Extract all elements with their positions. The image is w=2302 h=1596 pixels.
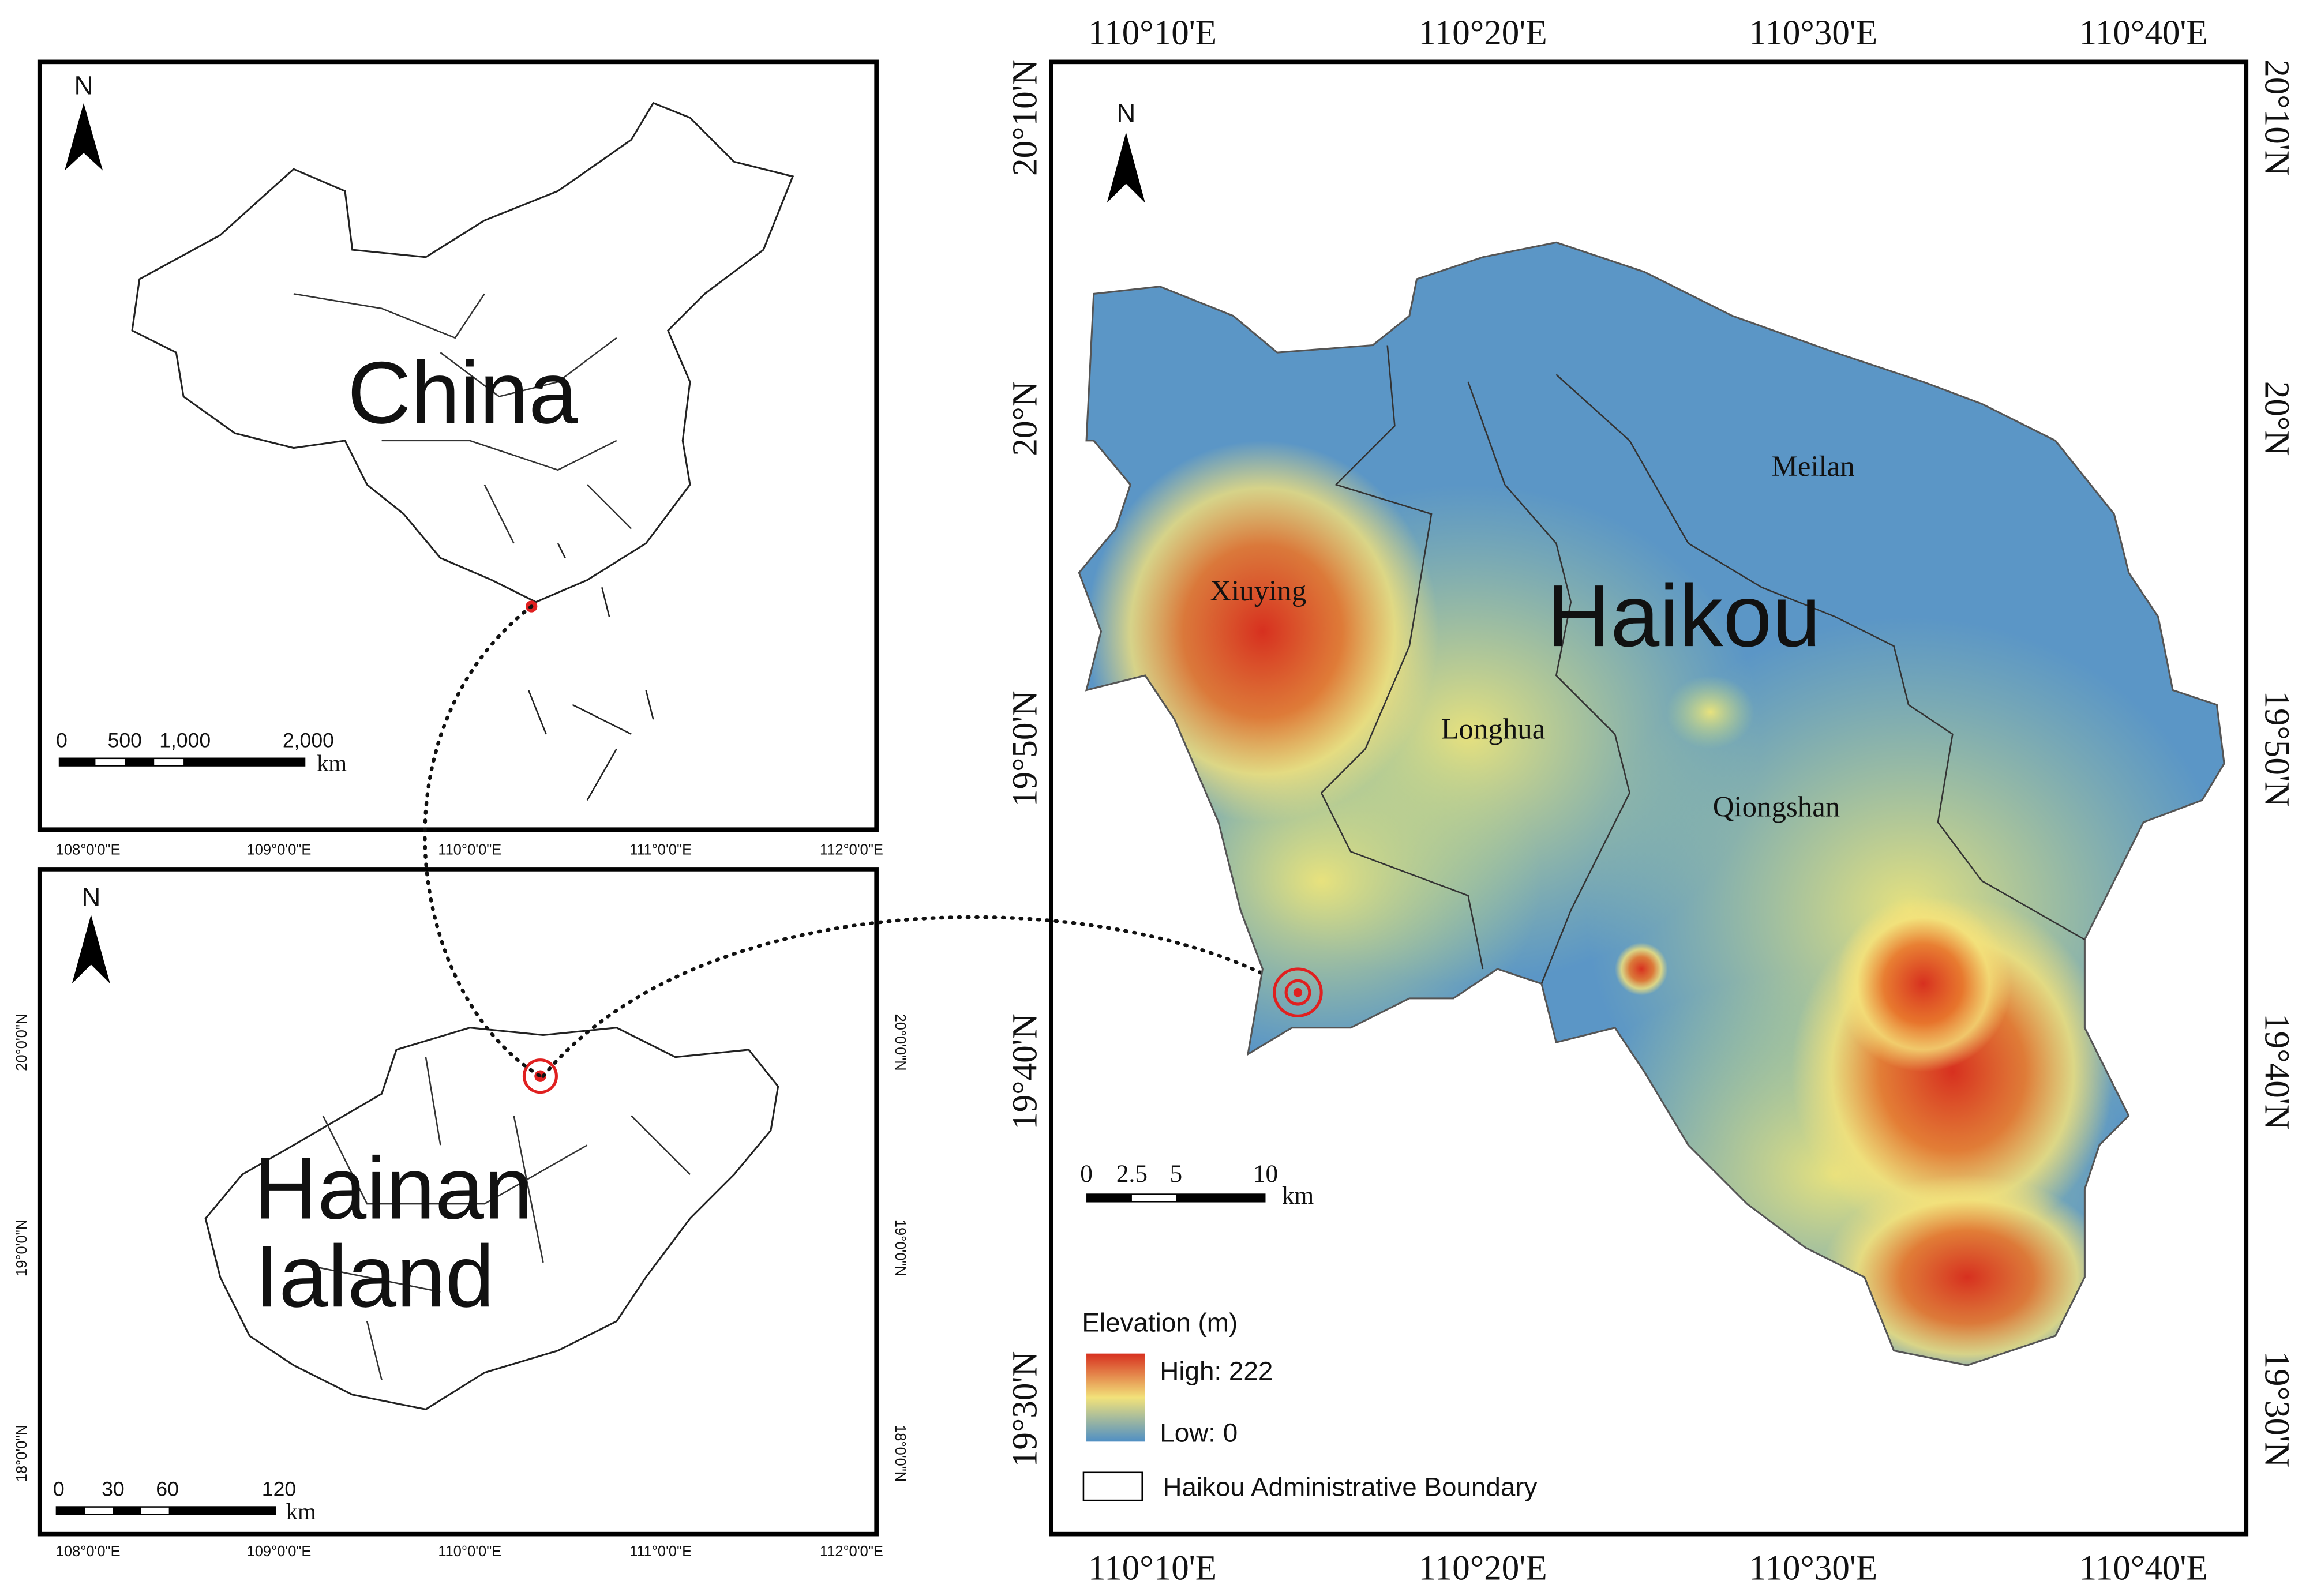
label: 20°10'N: [2257, 59, 2296, 176]
scale-bar: [55, 1506, 276, 1515]
label: 110°20'E: [1419, 14, 1547, 52]
label: 18°0'0"N: [14, 1425, 30, 1482]
haikou-frame: [1049, 59, 2249, 1537]
hainan-outline: [204, 1027, 779, 1410]
label: 19°0'0"N: [892, 1219, 908, 1276]
china-frame: [37, 59, 879, 832]
district-boundaries: [1320, 345, 2086, 984]
label: 112°0'0"E: [820, 842, 883, 858]
legend-high: High: 222: [1160, 1356, 1273, 1385]
label: 110°10'E: [1088, 1549, 1217, 1588]
hainan-frame: [37, 867, 879, 1537]
legend-title: Elevation (m): [1082, 1308, 1238, 1337]
label: 110°40'E: [2079, 14, 2208, 52]
label: 109°0'0"E: [247, 1544, 312, 1560]
north-arrow: [1107, 132, 1145, 203]
label: 1,000: [159, 729, 211, 752]
label: 20°N: [2257, 381, 2296, 456]
label: 120: [262, 1477, 296, 1500]
label: 110°30'E: [1749, 14, 1877, 52]
label: 2.5: [1116, 1160, 1148, 1188]
label: 110°30'E: [1749, 1549, 1877, 1588]
label: 110°0'0"E: [438, 842, 501, 858]
label: Qiongshan: [1713, 791, 1840, 823]
label: 2,000: [283, 729, 334, 752]
label: Xiuying: [1210, 575, 1306, 607]
locator-ring: [1284, 979, 1311, 1006]
legend-boundary: Haikou Administrative Boundary: [1163, 1472, 1537, 1501]
label: 18°0'0"N: [892, 1425, 908, 1482]
province-lines: [293, 293, 632, 544]
panel-title-line: Ialand: [254, 1227, 494, 1325]
label: Meilan: [1772, 450, 1855, 483]
label: 108°0'0"E: [56, 1544, 121, 1560]
panel-title: Haikou: [1547, 567, 1821, 665]
label: 110°0'0"E: [438, 1544, 501, 1560]
locator-ring: [1273, 967, 1323, 1017]
label: 112°0'0"E: [820, 1544, 883, 1560]
label: 19°40'N: [1006, 1013, 1045, 1130]
label: Longhua: [1441, 713, 1545, 745]
legend-boundary-swatch: [1082, 1471, 1143, 1501]
north-label: N: [1116, 99, 1135, 128]
label: 111°0'0"E: [629, 1544, 692, 1560]
label: 110°40'E: [2079, 1549, 2208, 1588]
label: 10: [1253, 1160, 1278, 1188]
label: 60: [156, 1477, 179, 1500]
label: 20°0'0"N: [14, 1014, 30, 1071]
label: 0: [53, 1477, 65, 1500]
connector: [423, 604, 542, 1078]
islands: [527, 543, 654, 801]
label: 109°0'0"E: [247, 842, 312, 858]
label: 5: [1169, 1160, 1182, 1188]
legend-low: Low: 0: [1160, 1418, 1238, 1447]
label: 110°20'E: [1419, 1549, 1547, 1588]
locator-ring: [522, 1058, 558, 1094]
label: 19°30'N: [2257, 1351, 2296, 1468]
label: 20°0'0"N: [892, 1014, 908, 1071]
north-arrow: [64, 103, 103, 171]
label: 108°0'0"E: [56, 842, 121, 858]
north-arrow: [72, 914, 110, 984]
panel-title-line: Hainan: [254, 1140, 533, 1238]
label: 19°40'N: [2257, 1013, 2296, 1130]
label: km: [317, 750, 347, 776]
label: 19°0'0"N: [14, 1219, 30, 1276]
north-label: N: [81, 883, 100, 912]
label: 110°10'E: [1088, 14, 1217, 52]
label: 19°50'N: [2257, 690, 2296, 807]
panel-title: China: [347, 344, 578, 442]
label: 0: [1080, 1160, 1093, 1188]
label: 19°30'N: [1006, 1351, 1045, 1468]
legend-ramp: [1086, 1353, 1145, 1442]
label: 30: [102, 1477, 125, 1500]
china-outline: [131, 102, 794, 603]
north-label: N: [74, 70, 93, 100]
label: 500: [108, 729, 142, 752]
connector: [541, 915, 1300, 1078]
label: 0: [56, 729, 68, 752]
scale-bar: [1086, 1193, 1266, 1203]
label: km: [286, 1499, 316, 1524]
scale-bar: [58, 757, 306, 767]
label: 111°0'0"E: [629, 842, 692, 858]
county-lines: [293, 1057, 691, 1380]
label: 20°10'N: [1006, 59, 1045, 176]
label: 19°50'N: [1006, 690, 1045, 807]
locator-dot: [1293, 988, 1303, 997]
label: 20°N: [1006, 381, 1045, 456]
label: km: [1282, 1182, 1314, 1210]
